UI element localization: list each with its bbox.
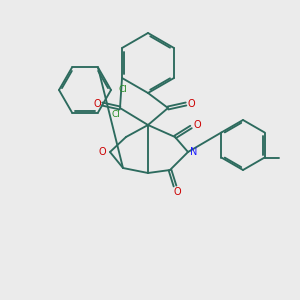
Text: Cl: Cl [112, 110, 120, 119]
Text: O: O [193, 120, 201, 130]
Text: O: O [98, 147, 106, 157]
Text: Cl: Cl [118, 85, 127, 94]
Text: N: N [190, 147, 198, 157]
Text: O: O [93, 99, 101, 109]
Text: O: O [187, 99, 195, 109]
Text: O: O [173, 187, 181, 197]
